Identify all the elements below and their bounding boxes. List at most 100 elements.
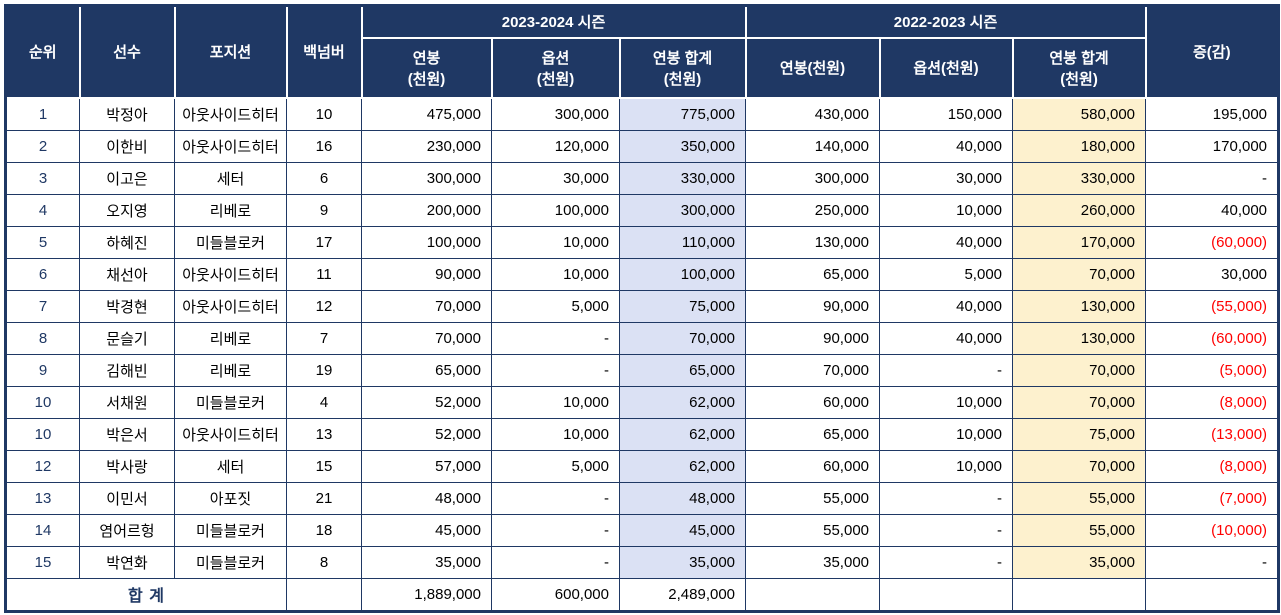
table-footer: 합 계 1,889,000 600,000 2,489,000 <box>5 577 1280 612</box>
option-2324-cell: - <box>491 481 620 515</box>
diff-cell: (60,000) <box>1145 321 1280 355</box>
table-row: 6 채선아 아웃사이드히터 11 90,000 10,000 100,000 65,000 5,… <box>5 257 1280 291</box>
salary-2324-cell: 45,000 <box>361 513 492 547</box>
table-row: 1 박정아 아웃사이드히터 10 475,000 300,000 775,000 430,00… <box>5 97 1280 131</box>
salary-2324-cell: 35,000 <box>361 545 492 579</box>
salary-2223-cell: 90,000 <box>745 321 881 355</box>
salary-2223-cell: 300,000 <box>745 161 881 195</box>
diff-cell: (5,000) <box>1145 353 1280 387</box>
option-2223-cell: 40,000 <box>879 289 1014 323</box>
table-row: 10 박은서 아웃사이드히터 13 52,000 10,000 62,000 65,000 10… <box>5 417 1280 451</box>
salary-total-2223-cell: 35,000 <box>1012 545 1147 579</box>
player-cell: 박경현 <box>79 289 175 323</box>
table-row: 14 염어르헝 미들블로커 18 45,000-45,000 55,000-55,000(… <box>5 513 1280 547</box>
salary-total-2324-cell: 62,000 <box>618 385 747 419</box>
table-row: 4 오지영 리베로 9 200,000 100,000 300,000 250,000 10,0… <box>5 193 1280 227</box>
position-cell: 미들블로커 <box>174 225 287 259</box>
diff-cell: 195,000 <box>1145 97 1280 131</box>
table-row: 8 문슬기 리베로 7 70,000-70,000 90,000 40,000 130,000… <box>5 321 1280 355</box>
salary-2324-cell: 200,000 <box>361 193 492 227</box>
diff-cell: 40,000 <box>1145 193 1280 227</box>
player-cell: 이고은 <box>79 161 175 195</box>
position-cell: 미들블로커 <box>174 385 287 419</box>
player-cell: 박사랑 <box>79 449 175 483</box>
total-salary-sum-2223-cell <box>1012 577 1147 612</box>
option-2324-cell: 120,000 <box>491 129 620 163</box>
player-cell: 오지영 <box>79 193 175 227</box>
position-cell: 세터 <box>174 161 287 195</box>
table-row: 10 서채원 미들블로커 4 52,000 10,000 62,000 60,000 10,00… <box>5 385 1280 419</box>
option-2324-cell: 100,000 <box>491 193 620 227</box>
position-cell: 아웃사이드히터 <box>174 97 287 131</box>
rank-cell: 2 <box>5 129 80 163</box>
position-cell: 아웃사이드히터 <box>174 417 287 451</box>
rank-cell: 13 <box>5 481 80 515</box>
salary-2223-cell: 140,000 <box>745 129 881 163</box>
player-cell: 이한비 <box>79 129 175 163</box>
salary-total-2223-cell: 70,000 <box>1012 449 1147 483</box>
back-number-cell: 17 <box>286 225 362 259</box>
option-2223-cell: - <box>879 353 1014 387</box>
header-sub-row: 연봉 (천원) 옵션 (천원) 연봉 합계 (천원) 연봉(천원) 옵션(천원)… <box>6 36 1279 99</box>
salary-2324-cell: 70,000 <box>361 321 492 355</box>
back-number-cell: 13 <box>286 417 362 451</box>
option-2223-cell: 10,000 <box>879 385 1014 419</box>
salary-2223-cell: 70,000 <box>745 353 881 387</box>
player-cell: 이민서 <box>79 481 175 515</box>
table-row: 9 김해빈 리베로 19 65,000-65,000 70,000-70,000 (5,00… <box>5 353 1280 387</box>
total-row: 합 계 1,889,000 600,000 2,489,000 <box>5 577 1280 612</box>
salary-total-2223-cell: 130,000 <box>1012 289 1147 323</box>
salary-total-2324-cell: 65,000 <box>618 353 747 387</box>
salary-total-2324-cell: 100,000 <box>618 257 747 291</box>
option-2324-cell: 10,000 <box>491 417 620 451</box>
rank-cell: 15 <box>5 545 80 579</box>
rank-cell: 9 <box>5 353 80 387</box>
header-group-row: 순위 선수 포지션 백넘버 2023-2024 시즌 2022-2023 시즌 … <box>4 4 1281 99</box>
player-cell: 박정아 <box>79 97 175 131</box>
season-2023-2024-group-header: 2023-2024 시즌 <box>360 4 747 39</box>
back-number-cell: 7 <box>286 321 362 355</box>
option-2223-cell: 150,000 <box>879 97 1014 131</box>
player-cell: 김해빈 <box>79 353 175 387</box>
rank-cell: 7 <box>5 289 80 323</box>
total-salary-2223-cell <box>745 577 881 612</box>
salary-total-2324-cell: 35,000 <box>618 545 747 579</box>
table-row: 7 박경현 아웃사이드히터 12 70,000 5,000 75,000 90,000 40,0… <box>5 289 1280 323</box>
salary-2223-cell: 65,000 <box>745 257 881 291</box>
salary-total-2223-cell: 55,000 <box>1012 513 1147 547</box>
salary-2324-cell: 65,000 <box>361 353 492 387</box>
position-cell: 아포짓 <box>174 481 287 515</box>
diff-cell: (13,000) <box>1145 417 1280 451</box>
option-2223-cell: 40,000 <box>879 129 1014 163</box>
salary-2223-cell: 60,000 <box>745 385 881 419</box>
position-cell: 아웃사이드히터 <box>174 257 287 291</box>
salary-total-2324-cell: 70,000 <box>618 321 747 355</box>
salary-2223-cell: 65,000 <box>745 417 881 451</box>
table-row: 12 박사랑 세터 15 57,000 5,000 62,000 60,000 10,000 70… <box>5 449 1280 483</box>
player-cell: 하혜진 <box>79 225 175 259</box>
diff-cell: - <box>1145 161 1280 195</box>
position-cell: 리베로 <box>174 193 287 227</box>
salary-2324-cell: 52,000 <box>361 417 492 451</box>
rank-cell: 1 <box>5 97 80 131</box>
player-cell: 박은서 <box>79 417 175 451</box>
diff-cell: (55,000) <box>1145 289 1280 323</box>
salary-total-2324-cell: 775,000 <box>618 97 747 131</box>
option-2324-cell: - <box>491 513 620 547</box>
option-2324-cell: - <box>491 545 620 579</box>
salary-total-2223-cell: 330,000 <box>1012 161 1147 195</box>
col-header-option-2324: 옵션 (천원) <box>490 36 621 99</box>
salary-total-2324-cell: 45,000 <box>618 513 747 547</box>
option-2223-cell: - <box>879 513 1014 547</box>
diff-cell: 30,000 <box>1145 257 1280 291</box>
option-2324-cell: 10,000 <box>491 257 620 291</box>
salary-total-2324-cell: 75,000 <box>618 289 747 323</box>
position-cell: 미들블로커 <box>174 545 287 579</box>
back-number-cell: 19 <box>286 353 362 387</box>
back-number-cell: 10 <box>286 97 362 131</box>
salary-2223-cell: 60,000 <box>745 449 881 483</box>
option-2324-cell: - <box>491 321 620 355</box>
back-number-cell: 6 <box>286 161 362 195</box>
diff-cell: (10,000) <box>1145 513 1280 547</box>
back-number-cell: 15 <box>286 449 362 483</box>
